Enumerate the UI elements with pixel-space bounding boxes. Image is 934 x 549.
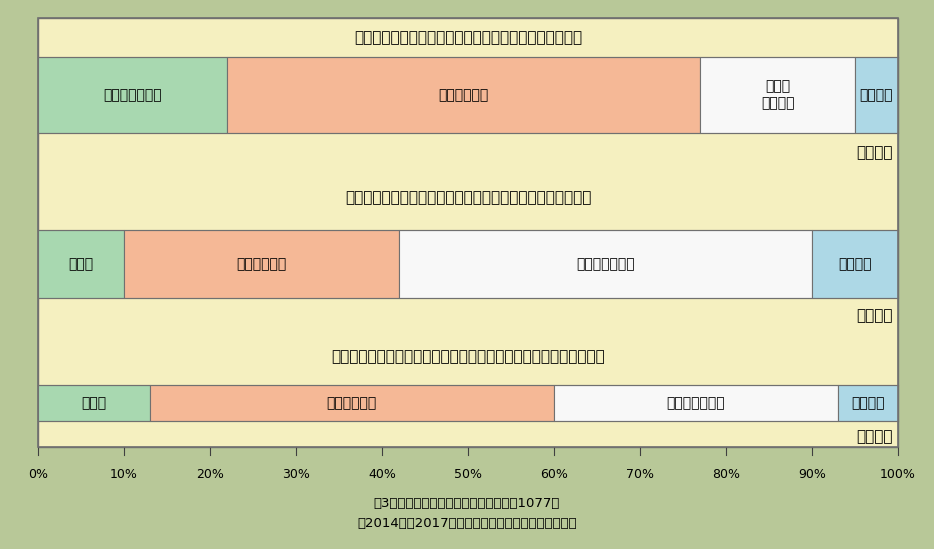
Text: あまり思わない: あまり思わない: [667, 396, 725, 410]
Text: ややそう思う: ややそう思う: [236, 257, 287, 271]
Bar: [399, 230, 812, 298]
Text: とても: とても: [68, 257, 93, 271]
Text: 図3　学生の他人指向傾向　サンプル数1077人: 図3 学生の他人指向傾向 サンプル数1077人: [374, 497, 560, 510]
Text: 20%: 20%: [196, 468, 224, 481]
Text: 思わない: 思わない: [860, 88, 893, 102]
Text: （2014年～2017年の授業内調査結果より筆者作成）: （2014年～2017年の授業内調査結果より筆者作成）: [357, 517, 577, 530]
Text: あまり思わない: あまり思わない: [576, 257, 635, 271]
Text: 40%: 40%: [368, 468, 396, 481]
Text: 100%: 100%: [880, 468, 916, 481]
Text: 思わない: 思わない: [856, 309, 893, 323]
FancyBboxPatch shape: [38, 18, 898, 447]
Text: 何かをする前に、周りの人がどう思うかを気にする方だ: 何かをする前に、周りの人がどう思うかを気にする方だ: [354, 30, 582, 45]
Text: 80%: 80%: [712, 468, 740, 481]
Bar: [838, 385, 898, 421]
Text: ややそう思う: ややそう思う: [439, 88, 488, 102]
Bar: [38, 230, 124, 298]
Bar: [855, 57, 898, 133]
Text: 30%: 30%: [282, 468, 310, 481]
Text: 70%: 70%: [626, 468, 654, 481]
Bar: [38, 18, 898, 447]
Text: 0%: 0%: [28, 468, 48, 481]
Text: 思わない: 思わない: [856, 145, 893, 160]
Text: とてもそう思う: とてもそう思う: [104, 88, 162, 102]
Text: 90%: 90%: [798, 468, 826, 481]
Text: 思わない: 思わない: [856, 429, 893, 444]
Text: 60%: 60%: [540, 468, 568, 481]
Text: 思わない: 思わない: [851, 396, 884, 410]
Bar: [149, 385, 554, 421]
Text: 10%: 10%: [110, 468, 138, 481]
Text: あまり
思わない: あまり 思わない: [761, 80, 794, 111]
Bar: [227, 57, 700, 133]
Bar: [700, 57, 855, 133]
Text: 思わない: 思わない: [838, 257, 871, 271]
Text: 50%: 50%: [454, 468, 482, 481]
Bar: [812, 230, 898, 298]
Text: とても: とても: [81, 396, 106, 410]
Bar: [38, 385, 149, 421]
Text: 友人達と話をするとき、その場のムードで自分の考えを変える方だ: 友人達と話をするとき、その場のムードで自分の考えを変える方だ: [332, 349, 605, 364]
Bar: [124, 230, 399, 298]
Bar: [38, 57, 227, 133]
Text: 自分の考えが周囲と違うと、自分が間違っていると思う方だ: 自分の考えが周囲と違うと、自分が間違っていると思う方だ: [345, 190, 591, 205]
Bar: [554, 385, 838, 421]
Text: ややそう思う: ややそう思う: [327, 396, 377, 410]
